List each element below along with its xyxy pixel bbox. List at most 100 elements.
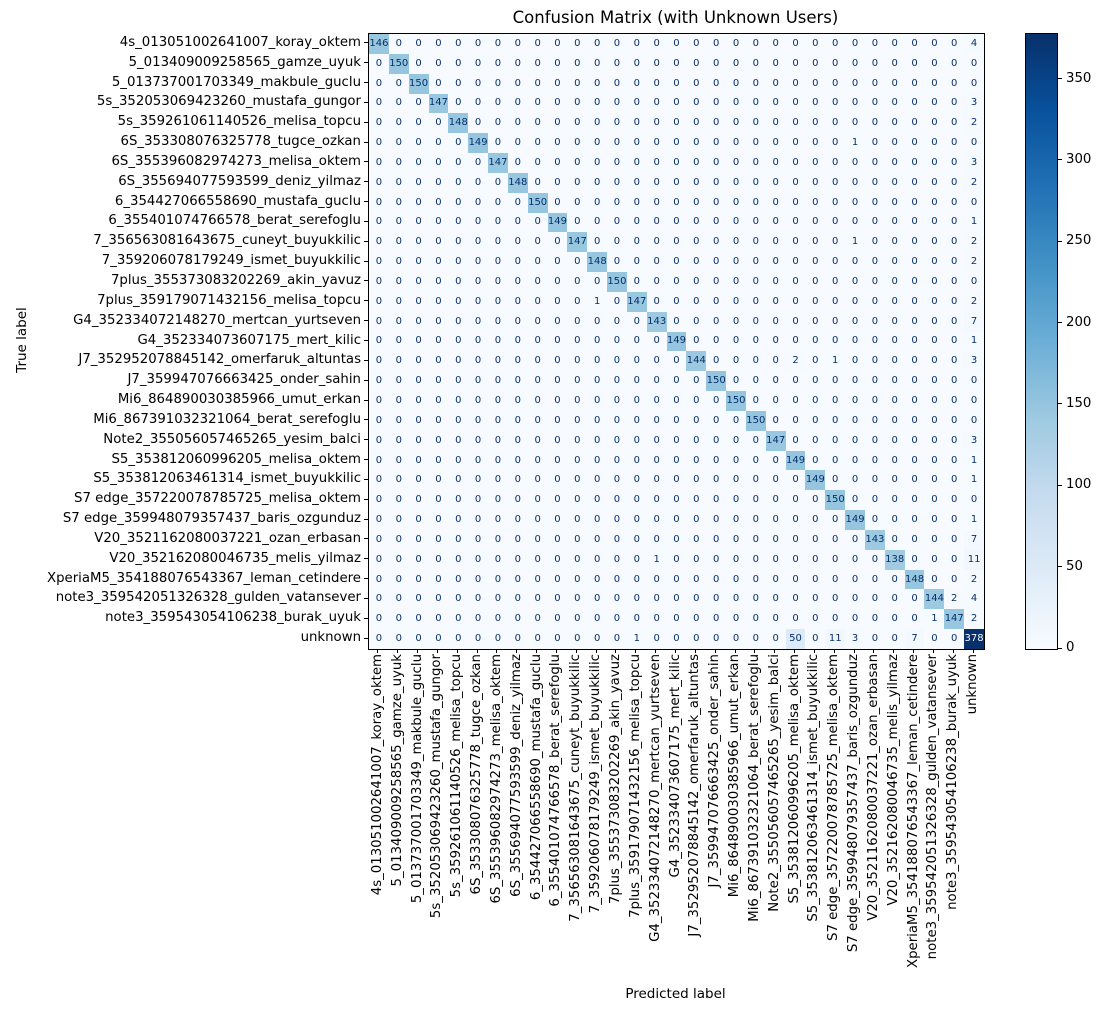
matrix-cell: 0	[587, 133, 608, 154]
matrix-cell: 0	[587, 589, 608, 610]
matrix-cell: 0	[527, 351, 548, 372]
y-tick-label: unknown	[300, 630, 361, 646]
matrix-cell: 0	[507, 133, 528, 154]
matrix-cell: 0	[527, 470, 548, 491]
matrix-cell: 0	[626, 450, 647, 471]
y-tick-label: 5_013409009258565_gamze_uyuk	[128, 54, 361, 70]
matrix-cell: 0	[924, 133, 945, 154]
y-tick-mark	[364, 478, 368, 480]
matrix-cell: 0	[587, 113, 608, 134]
matrix-cell: 0	[904, 450, 925, 471]
matrix-cell: 0	[646, 410, 667, 431]
matrix-cell: 2	[964, 291, 984, 312]
matrix-cell: 2	[964, 609, 984, 630]
matrix-cell: 0	[468, 34, 489, 54]
matrix-cell: 146	[369, 34, 389, 54]
matrix-cell: 0	[904, 212, 925, 233]
matrix-cell: 150	[825, 490, 846, 511]
matrix-cell: 0	[944, 311, 965, 332]
matrix-cell: 0	[527, 510, 548, 530]
matrix-cell: 0	[864, 549, 885, 570]
matrix-cell: 0	[745, 569, 766, 590]
matrix-cell: 0	[944, 232, 965, 253]
y-tick-label: Mi6_864890030385966_umut_erkan	[117, 392, 361, 408]
matrix-cell: 0	[944, 212, 965, 233]
matrix-cell: 150	[408, 73, 429, 94]
y-tick-mark	[364, 280, 368, 282]
x-tick-mark	[675, 649, 676, 653]
matrix-cell: 149	[845, 510, 865, 530]
y-tick-label: J7_352952078845142_omerfaruk_altuntas	[78, 352, 361, 368]
matrix-cell: 150	[706, 371, 727, 392]
matrix-cell: 0	[706, 133, 727, 154]
matrix-cell: 0	[706, 113, 727, 134]
matrix-cell: 0	[864, 113, 885, 134]
matrix-cell: 0	[488, 113, 508, 134]
matrix-cell: 0	[488, 351, 508, 372]
matrix-cell: 0	[408, 470, 429, 491]
matrix-cell: 0	[567, 93, 588, 114]
matrix-cell: 0	[924, 232, 945, 253]
matrix-cell: 3	[964, 153, 984, 173]
matrix-cell: 0	[785, 192, 806, 213]
matrix-cell: 0	[527, 629, 548, 649]
matrix-cell: 0	[408, 113, 429, 134]
matrix-cell: 0	[448, 212, 469, 233]
matrix-cell: 0	[904, 371, 925, 392]
matrix-cell: 0	[448, 93, 469, 114]
matrix-cell: 0	[587, 153, 608, 173]
matrix-cell: 0	[408, 589, 429, 610]
matrix-cell: 0	[825, 589, 846, 610]
matrix-cell: 0	[527, 490, 548, 511]
matrix-cell: 0	[785, 113, 806, 134]
matrix-cell: 0	[765, 450, 786, 471]
matrix-cell: 0	[845, 410, 865, 431]
y-tick-mark	[364, 62, 368, 64]
matrix-cell: 0	[468, 589, 489, 610]
matrix-cell: 0	[686, 331, 707, 352]
matrix-cell: 0	[944, 272, 965, 292]
matrix-cell: 0	[547, 430, 568, 451]
matrix-cell: 0	[864, 252, 885, 273]
matrix-cell: 0	[626, 113, 647, 134]
y-tick-label: S5_353812060996205_melisa_oktem	[111, 451, 361, 467]
matrix-cell: 0	[924, 212, 945, 233]
matrix-cell: 0	[864, 430, 885, 451]
matrix-cell: 0	[964, 272, 984, 292]
matrix-cell: 0	[428, 569, 449, 590]
matrix-cell: 0	[388, 569, 409, 590]
matrix-cell: 0	[507, 470, 528, 491]
matrix-cell: 0	[507, 252, 528, 273]
matrix-cell: 0	[646, 569, 667, 590]
matrix-cell: 0	[825, 34, 846, 54]
y-tick-mark	[364, 101, 368, 103]
matrix-cell: 0	[904, 549, 925, 570]
y-tick-mark	[364, 459, 368, 461]
matrix-cell: 0	[547, 73, 568, 94]
matrix-cell: 0	[448, 192, 469, 213]
matrix-cell: 0	[765, 311, 786, 332]
matrix-cell: 0	[825, 73, 846, 94]
matrix-cell: 0	[845, 371, 865, 392]
matrix-cell: 0	[924, 172, 945, 193]
matrix-cell: 0	[904, 172, 925, 193]
matrix-cell: 0	[745, 510, 766, 530]
matrix-cell: 0	[904, 470, 925, 491]
matrix-cell: 0	[448, 569, 469, 590]
matrix-cell: 0	[785, 490, 806, 511]
matrix-cell: 2	[964, 252, 984, 273]
matrix-cell: 0	[448, 510, 469, 530]
matrix-cell: 0	[468, 212, 489, 233]
matrix-cell: 0	[428, 192, 449, 213]
y-tick-mark	[364, 617, 368, 619]
matrix-cell: 149	[468, 133, 489, 154]
matrix-cell: 0	[567, 351, 588, 372]
matrix-cell: 0	[527, 569, 548, 590]
x-tick-mark	[813, 649, 815, 653]
y-tick-mark	[364, 379, 368, 381]
matrix-cell: 0	[845, 291, 865, 312]
matrix-cell: 0	[488, 410, 508, 431]
colorbar-tick-label: 0	[1066, 640, 1075, 655]
matrix-cell: 0	[507, 272, 528, 292]
matrix-cell: 0	[785, 291, 806, 312]
